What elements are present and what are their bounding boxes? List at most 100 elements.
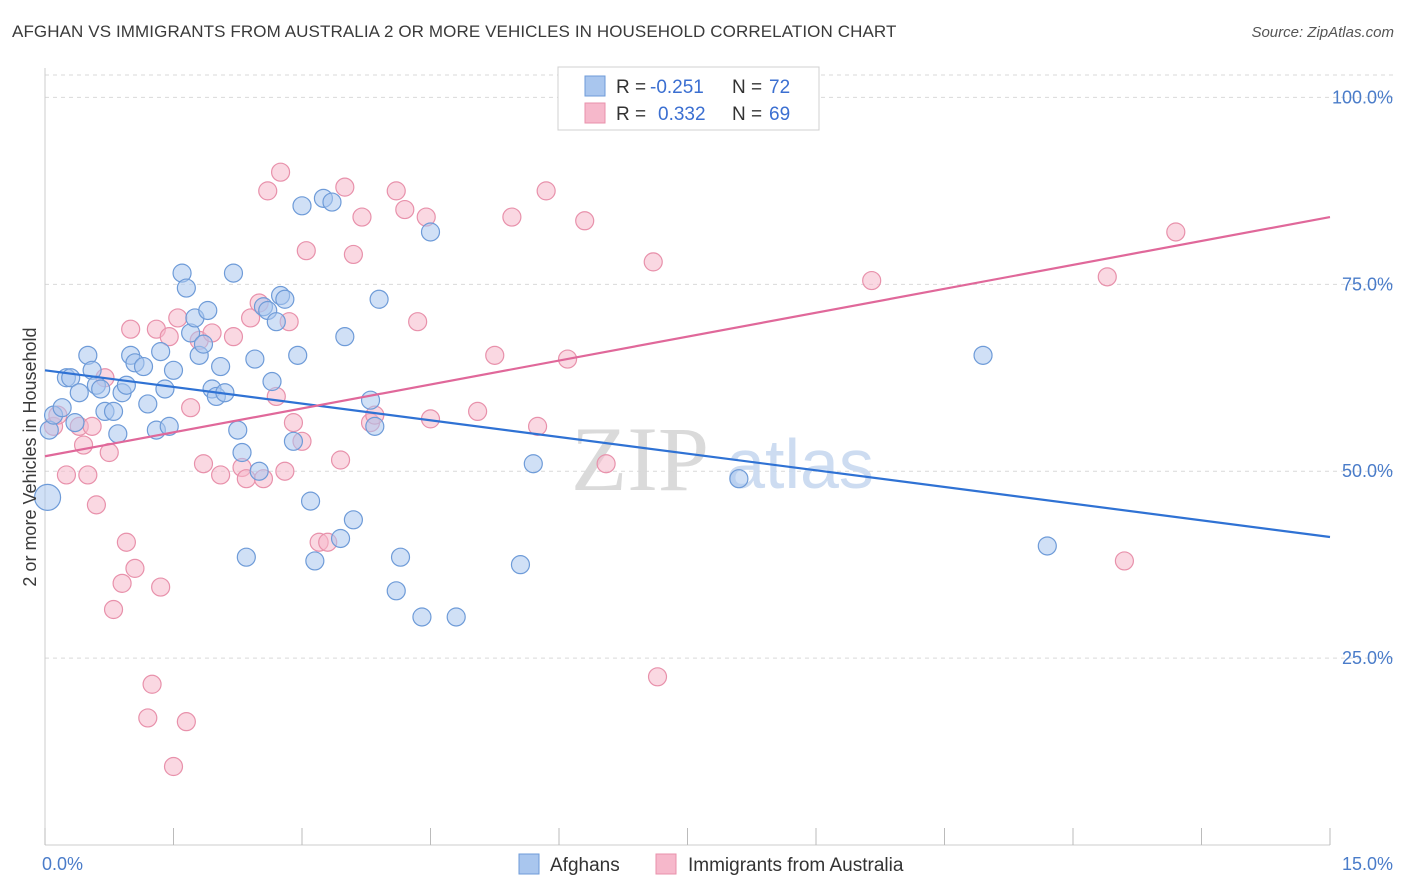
point-australia	[82, 416, 102, 436]
point-australia	[78, 465, 98, 485]
point-australia	[596, 454, 616, 474]
point-australia	[575, 211, 595, 231]
point-afghans	[420, 222, 441, 242]
point-afghans	[91, 379, 111, 399]
stats-legend: R = -0.251 N = 72 R = 0.332 N = 69	[557, 66, 820, 131]
point-afghans	[390, 547, 411, 567]
point-afghans	[193, 334, 214, 354]
chart-title: AFGHAN VS IMMIGRANTS FROM AUSTRALIA 2 OR…	[12, 22, 897, 41]
point-afghans	[369, 289, 389, 309]
point-australia	[283, 413, 304, 433]
point-australia	[647, 667, 668, 687]
point-australia	[536, 181, 556, 201]
point-australia	[176, 712, 196, 732]
point-afghans	[133, 356, 154, 377]
bottom-legend: Afghans Immigrants from Australia	[518, 853, 904, 876]
point-australia	[296, 241, 316, 261]
point-australia	[241, 308, 261, 328]
point-afghans	[275, 289, 295, 309]
point-afghans	[510, 555, 531, 575]
point-australia	[1097, 267, 1117, 287]
point-australia	[330, 450, 351, 470]
watermark: ZIP atlas	[571, 408, 874, 510]
point-australia	[223, 327, 244, 347]
point-afghans	[300, 491, 321, 511]
bottom-legend-swatch-australia	[655, 853, 677, 875]
point-australia	[121, 319, 141, 339]
point-afghans	[973, 345, 993, 365]
trend-line-australia	[44, 215, 1331, 458]
legend-n-label-1: N =	[732, 77, 762, 98]
point-australia	[112, 573, 132, 593]
point-australia	[862, 270, 882, 291]
grid-lines	[45, 74, 1395, 659]
point-afghans	[228, 420, 248, 440]
point-australia	[116, 532, 136, 552]
point-afghans	[65, 413, 85, 433]
point-afghans	[103, 401, 124, 422]
point-australia	[1114, 551, 1135, 571]
point-australia	[468, 401, 488, 422]
trend-lines	[44, 215, 1331, 539]
legend-r-value-2: 0.332	[658, 104, 706, 125]
point-afghans	[176, 278, 196, 298]
legend-n-value-2: 69	[769, 104, 790, 125]
point-afghans	[163, 360, 184, 380]
point-afghans	[266, 312, 286, 332]
point-australia	[502, 207, 522, 227]
point-afghans	[322, 192, 342, 212]
legend-r-value-1: -0.251	[650, 77, 704, 98]
point-afghans	[138, 394, 158, 414]
point-australia	[352, 207, 372, 227]
point-afghans	[223, 263, 244, 283]
legend-n-value-1: 72	[769, 77, 790, 98]
bottom-legend-label-afghans: Afghans	[550, 855, 620, 876]
point-australia	[138, 708, 158, 728]
point-afghans	[412, 607, 432, 627]
point-australia	[270, 162, 291, 182]
point-afghans	[523, 454, 543, 474]
point-afghans	[69, 383, 89, 403]
point-australia	[163, 756, 184, 777]
point-australia	[395, 199, 415, 220]
point-afghans	[108, 424, 128, 444]
axes	[44, 68, 1331, 846]
bottom-legend-swatch-afghans	[518, 853, 540, 875]
point-australia	[181, 398, 201, 418]
source-label: Source: ZipAtlas.com	[1251, 24, 1394, 41]
point-afghans	[211, 356, 231, 377]
y-tick-label: 50.0%	[1342, 461, 1393, 481]
point-australia	[343, 244, 363, 265]
point-australia	[258, 181, 278, 201]
y-tick-labels: 25.0% 50.0% 75.0% 100.0%	[1332, 87, 1393, 668]
point-afghans	[343, 510, 363, 530]
watermark-atlas: atlas	[726, 425, 874, 503]
point-australia	[386, 181, 406, 201]
point-australia	[527, 416, 548, 436]
bottom-legend-label-australia: Immigrants from Australia	[688, 855, 904, 876]
point-afghans	[446, 607, 466, 627]
y-tick-label: 100.0%	[1332, 87, 1393, 107]
point-afghans	[33, 483, 62, 511]
x-tick-label: 0.0%	[42, 854, 83, 874]
x-tick-label: 15.0%	[1342, 854, 1393, 874]
point-australia	[142, 674, 162, 694]
point-afghans	[245, 349, 265, 369]
point-afghans	[262, 371, 282, 392]
point-afghans	[151, 342, 171, 362]
series-immigrants-from-australia	[43, 162, 1186, 777]
y-axis-label: 2 or more Vehicles in Household	[20, 327, 40, 586]
point-afghans	[198, 300, 218, 321]
point-australia	[56, 465, 77, 485]
point-australia	[211, 465, 231, 485]
point-afghans	[249, 461, 269, 481]
point-australia	[193, 454, 214, 474]
point-australia	[408, 312, 428, 332]
y-tick-label: 75.0%	[1342, 274, 1393, 294]
point-afghans	[729, 469, 749, 489]
point-afghans	[305, 551, 325, 571]
point-afghans	[1037, 536, 1057, 556]
point-afghans	[52, 398, 72, 418]
point-australia	[168, 308, 188, 328]
